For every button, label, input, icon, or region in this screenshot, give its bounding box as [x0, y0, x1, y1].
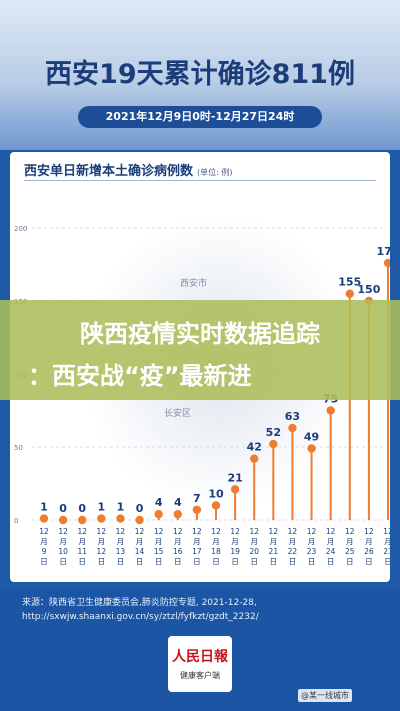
data-point [116, 514, 125, 523]
data-point [97, 514, 106, 523]
headline-line-1: 陕西疫情实时数据追踪 [80, 320, 320, 348]
data-label: 42 [247, 441, 262, 454]
data-label: 10 [208, 487, 224, 500]
data-label: 0 [59, 502, 67, 515]
data-point [58, 515, 68, 525]
data-label: 0 [78, 502, 86, 515]
data-point [154, 509, 163, 519]
data-label: 150 [357, 283, 380, 296]
watermark: @某一线城市 [298, 689, 352, 702]
x-tick-label: 12 月 12 日 [97, 527, 107, 566]
headline-overlay[interactable]: 陕西疫情实时数据追踪 ：西安战“疫”最新进 [0, 300, 400, 400]
data-point [269, 439, 278, 449]
data-label: 4 [174, 496, 182, 509]
x-tick-label: 12 月 10 日 [58, 527, 68, 566]
data-label: 4 [155, 496, 163, 509]
x-tick-label: 12 月 17 日 [192, 527, 202, 566]
x-tick-label: 12 月 13 日 [116, 527, 126, 566]
data-label: 49 [304, 430, 319, 443]
x-tick-label: 12 月 26 日 [364, 527, 374, 566]
data-point [307, 444, 316, 453]
data-point [173, 509, 182, 519]
y-tick-label: 200 [14, 225, 27, 233]
x-tick-label: 12 月 18 日 [211, 527, 221, 566]
y-tick-label: 0 [14, 517, 18, 525]
data-point [288, 423, 297, 433]
x-tick-label: 12 月 20 日 [249, 527, 259, 566]
x-tick-label: 12 月 9 日 [39, 527, 49, 566]
chart-title-text: 西安单日新增本土确诊病例数 [24, 164, 194, 179]
source-note: 来源：陕西省卫生健康委员会,肺炎防控专题, 2021-12-28, http:/… [22, 596, 382, 624]
source-line-1: 来源：陕西省卫生健康委员会,肺炎防控专题, 2021-12-28, [22, 598, 257, 608]
x-tick-label: 12 月 22 日 [288, 527, 298, 566]
data-label: 1 [117, 501, 125, 514]
x-tick-label: 12 月 11 日 [77, 527, 87, 566]
headline-line-2: ：西安战“疫”最新进 [28, 362, 252, 390]
logo-sub-text: 健康客户端 [180, 671, 220, 680]
source-url[interactable]: http://sxwjw.shaanxi.gov.cn/sy/ztzl/fyfk… [22, 612, 259, 622]
chart-unit: (单位: 例) [197, 168, 233, 177]
logo-main-text: 人民日報 [172, 649, 228, 665]
data-label: 52 [266, 426, 281, 439]
chart-title: 西安单日新增本土确诊病例数 (单位: 例) [24, 160, 233, 179]
data-point [78, 515, 87, 525]
data-point [39, 514, 49, 523]
map-label: 西安市 [180, 277, 207, 289]
map-label: 长安区 [164, 407, 191, 419]
x-tick-label: 12 月 14 日 [135, 527, 145, 566]
x-tick-label: 12 月 16 日 [173, 527, 183, 566]
x-tick-label: 12月27日 [383, 527, 390, 566]
data-label: 155 [338, 276, 361, 289]
data-label: 63 [285, 410, 300, 423]
x-tick-label: 12 月 21 日 [269, 527, 279, 566]
page-title: 西安19天累计确诊811例 [45, 59, 355, 90]
data-point [345, 289, 354, 298]
data-point [192, 505, 202, 514]
y-tick-label: 50 [14, 444, 23, 452]
data-point [211, 501, 221, 510]
data-point [135, 515, 144, 525]
data-label: 7 [193, 492, 201, 505]
chart-title-divider [24, 180, 376, 181]
x-tick-label: 12 月 23 日 [307, 527, 317, 566]
data-label: 1 [40, 501, 48, 514]
people-daily-logo: 人民日報 健康客户端 [168, 636, 232, 692]
x-tick-label: 12 月 19 日 [230, 527, 240, 566]
x-tick-label: 12 月 24 日 [326, 527, 336, 566]
data-label: 176 [377, 245, 390, 258]
data-point [230, 485, 240, 494]
data-label: 21 [227, 471, 242, 484]
x-tick-label: 12 月 15 日 [154, 527, 164, 566]
x-tick-label: 12 月 25 日 [345, 527, 355, 566]
data-point [326, 406, 335, 415]
data-label: 1 [98, 501, 106, 514]
date-range-badge: 2021年12月9日0时-12月27日24时 [78, 106, 322, 128]
data-point [250, 454, 259, 463]
data-label: 0 [136, 502, 144, 515]
data-point [383, 258, 390, 268]
